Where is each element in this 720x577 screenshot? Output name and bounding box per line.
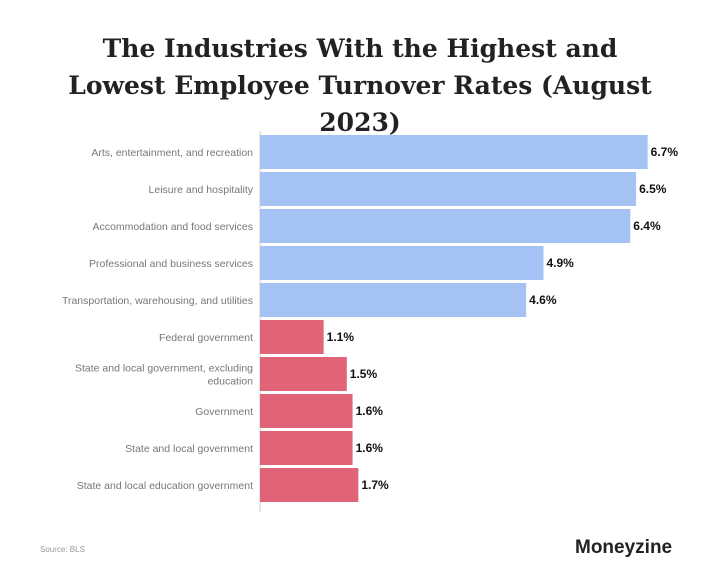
bar <box>260 172 637 206</box>
value-label: 6.4% <box>633 219 661 233</box>
value-label: 1.1% <box>327 330 355 344</box>
category-label: Transportation, warehousing, and utiliti… <box>62 295 253 307</box>
bar <box>260 468 359 502</box>
category-label: State and local government <box>125 443 253 455</box>
bar <box>260 431 353 465</box>
value-label: 1.5% <box>350 367 378 381</box>
bar <box>260 357 347 391</box>
value-label: 6.7% <box>651 145 679 159</box>
bar <box>260 246 544 280</box>
value-label: 4.9% <box>547 256 575 270</box>
bar <box>260 320 324 354</box>
bar <box>260 209 631 243</box>
category-label: State and local government, excluding edu… <box>75 363 253 388</box>
category-label: State and local education government <box>77 480 253 492</box>
bar <box>260 394 353 428</box>
bar <box>260 283 527 317</box>
chart-title: The Industries With the Highest and Lowes… <box>68 34 652 137</box>
category-label: Government <box>195 406 253 418</box>
value-label: 1.7% <box>361 478 389 492</box>
category-label: Professional and business services <box>89 258 253 270</box>
bar <box>260 135 648 169</box>
value-label: 4.6% <box>529 293 557 307</box>
value-label: 1.6% <box>356 404 384 418</box>
category-label: Arts, entertainment, and recreation <box>91 147 253 159</box>
category-label: Federal government <box>159 332 253 344</box>
value-label: 6.5% <box>639 182 667 196</box>
category-label: Leisure and hospitality <box>149 184 254 196</box>
source: Source: BLS <box>40 545 85 554</box>
category-label: Accommodation and food services <box>93 221 254 233</box>
brand: Moneyzine <box>575 537 672 558</box>
value-label: 1.6% <box>356 441 384 455</box>
